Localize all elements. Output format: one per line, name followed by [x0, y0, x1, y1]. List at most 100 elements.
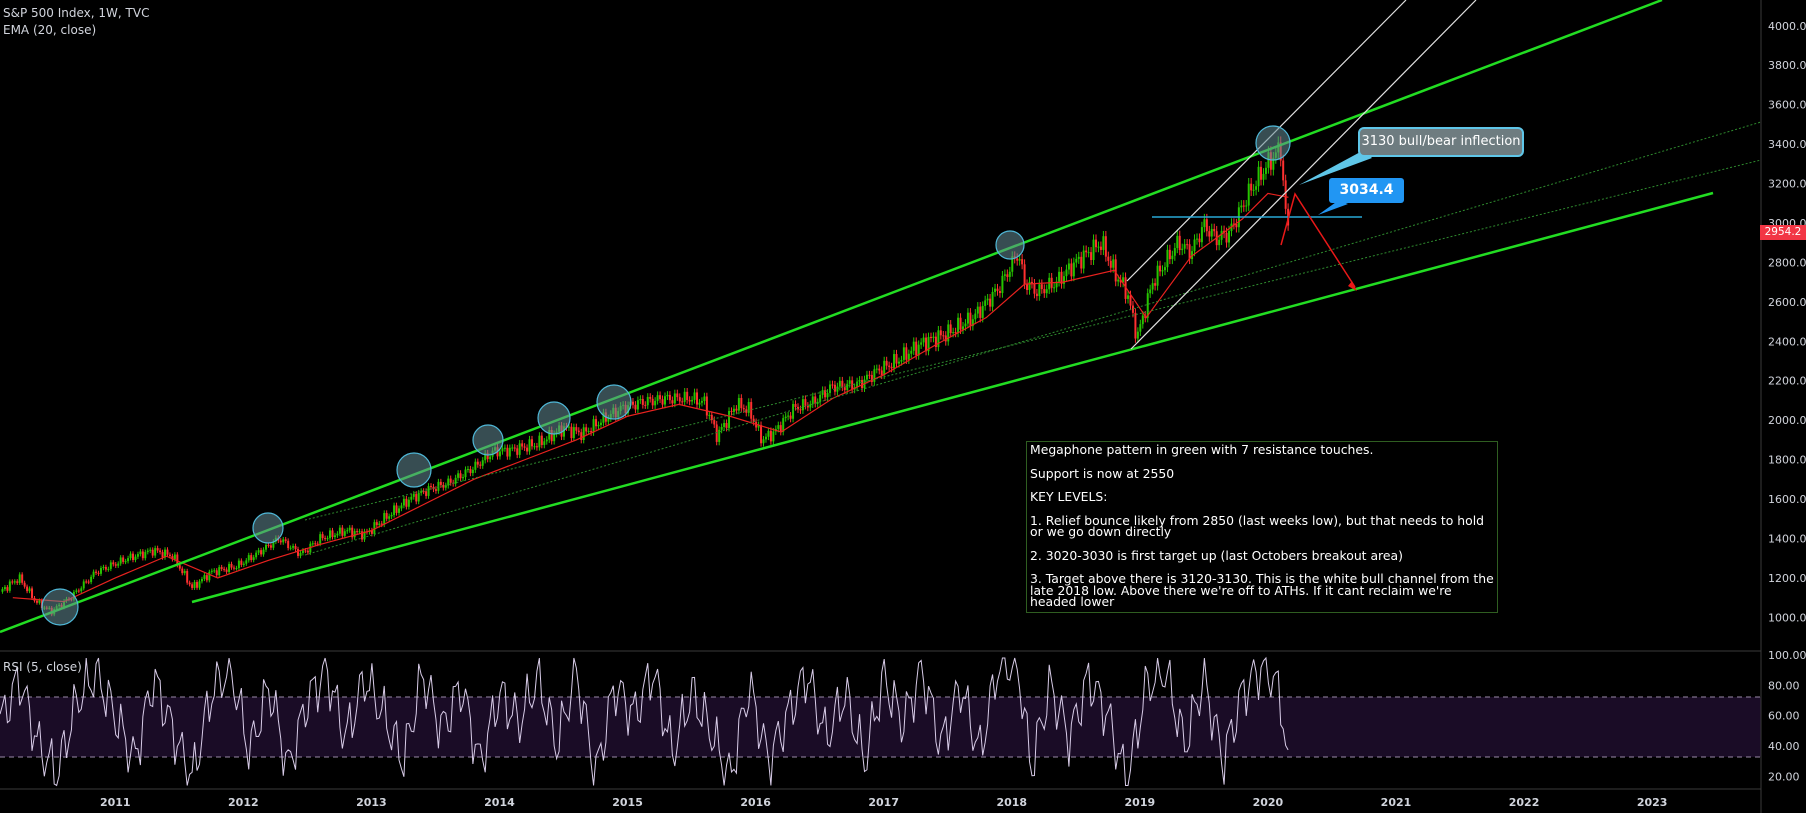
- level-callout[interactable]: 3034.4: [1329, 178, 1404, 203]
- candle: [590, 431, 593, 433]
- candle: [715, 424, 718, 442]
- touch-circle-2010[interactable]: [41, 588, 79, 626]
- candle: [1058, 271, 1061, 282]
- candle: [663, 396, 666, 405]
- candle: [1055, 281, 1058, 288]
- analysis-note-box[interactable]: Megaphone pattern in green with 7 resist…: [1026, 441, 1498, 613]
- candle: [895, 354, 898, 364]
- candle: [883, 360, 886, 376]
- candle: [250, 555, 253, 561]
- touch-circle-2013[interactable]: [396, 452, 432, 488]
- candle: [176, 554, 179, 566]
- candle: [511, 447, 514, 449]
- candle: [1045, 289, 1048, 294]
- candle: [836, 386, 839, 392]
- candle: [351, 527, 354, 538]
- candle: [757, 424, 760, 428]
- inflection-callout-pointer: [1299, 150, 1372, 185]
- candle: [131, 553, 134, 560]
- candle: [260, 550, 263, 555]
- candle: [1131, 305, 1134, 313]
- candle: [333, 535, 336, 538]
- candle: [764, 436, 767, 440]
- candle: [516, 448, 519, 455]
- touch-circle-2012[interactable]: [252, 512, 284, 544]
- candle: [1099, 246, 1102, 250]
- price-tick-label: 2800.0: [1768, 256, 1806, 269]
- candle: [1119, 279, 1122, 283]
- candle: [242, 563, 245, 565]
- candle: [272, 541, 275, 548]
- candle: [8, 581, 11, 591]
- touch-circle-2015[interactable]: [596, 384, 632, 420]
- candle: [127, 558, 130, 562]
- touch-circle-2014b[interactable]: [537, 401, 571, 435]
- projection-arrow[interactable]: [1280, 192, 1356, 288]
- candle: [287, 540, 290, 549]
- candle: [676, 393, 679, 398]
- candle: [880, 370, 883, 376]
- candle: [501, 448, 504, 452]
- candle: [535, 446, 538, 448]
- candle: [346, 530, 349, 532]
- time-tick-label: 2021: [1381, 796, 1412, 809]
- candle: [183, 570, 186, 574]
- candle: [363, 531, 366, 540]
- time-tick-label: 2020: [1253, 796, 1284, 809]
- candle: [304, 550, 307, 552]
- candle: [543, 441, 546, 445]
- inner-dotted-line-upper[interactable]: [304, 121, 1762, 556]
- candle: [119, 557, 122, 564]
- candle: [292, 546, 295, 548]
- candle: [782, 418, 785, 432]
- candle: [319, 534, 322, 544]
- candle: [146, 550, 149, 553]
- candle: [592, 419, 595, 433]
- inner-dotted-line-lower[interactable]: [304, 159, 1762, 521]
- candle: [900, 359, 903, 362]
- candle: [831, 384, 834, 386]
- candle: [772, 431, 775, 442]
- touch-circle-2014a[interactable]: [472, 424, 504, 456]
- candle: [82, 581, 85, 589]
- candle: [1082, 250, 1085, 269]
- candle: [1250, 183, 1253, 191]
- candle: [149, 549, 152, 551]
- time-axis[interactable]: 2011 2012 2013 2014 2015 2016 2017 2018 2019 2020…: [100, 796, 1667, 809]
- candle: [215, 570, 218, 576]
- candle: [1021, 259, 1024, 265]
- inflection-callout[interactable]: 3130 bull/bear inflection: [1358, 127, 1524, 157]
- touch-circle-2018[interactable]: [995, 230, 1025, 260]
- price-axis[interactable]: 1000.0 1200.0 1400.0 1600.0 1800.0 2000.0 2200…: [1768, 20, 1806, 625]
- candle: [1038, 284, 1041, 297]
- candle: [393, 505, 396, 515]
- candle: [85, 581, 88, 583]
- candle: [644, 404, 647, 406]
- rsi-axis[interactable]: 20.00 40.00 60.00 80.00 100.00: [1768, 649, 1806, 783]
- candle: [171, 556, 174, 560]
- megaphone-support-line[interactable]: [191, 191, 1714, 604]
- candle: [1018, 259, 1021, 261]
- price-tick-label: 3200.0: [1768, 178, 1806, 191]
- candle: [186, 570, 189, 583]
- candle: [1067, 263, 1070, 270]
- touch-circle-2020[interactable]: [1255, 125, 1291, 161]
- candle: [816, 402, 819, 404]
- candle: [656, 395, 659, 401]
- candle: [220, 567, 223, 569]
- candle: [1213, 228, 1216, 232]
- candle: [484, 453, 487, 461]
- candle: [801, 399, 804, 411]
- bull-channel-lower[interactable]: [1130, 0, 1477, 350]
- candle: [129, 553, 132, 559]
- candle: [1156, 265, 1159, 286]
- candle: [1134, 312, 1137, 339]
- candle: [1262, 173, 1265, 180]
- candle: [427, 486, 430, 496]
- candle: [95, 571, 98, 573]
- candle: [178, 565, 181, 569]
- candle: [905, 347, 908, 360]
- candle: [218, 567, 221, 576]
- candle: [794, 404, 797, 407]
